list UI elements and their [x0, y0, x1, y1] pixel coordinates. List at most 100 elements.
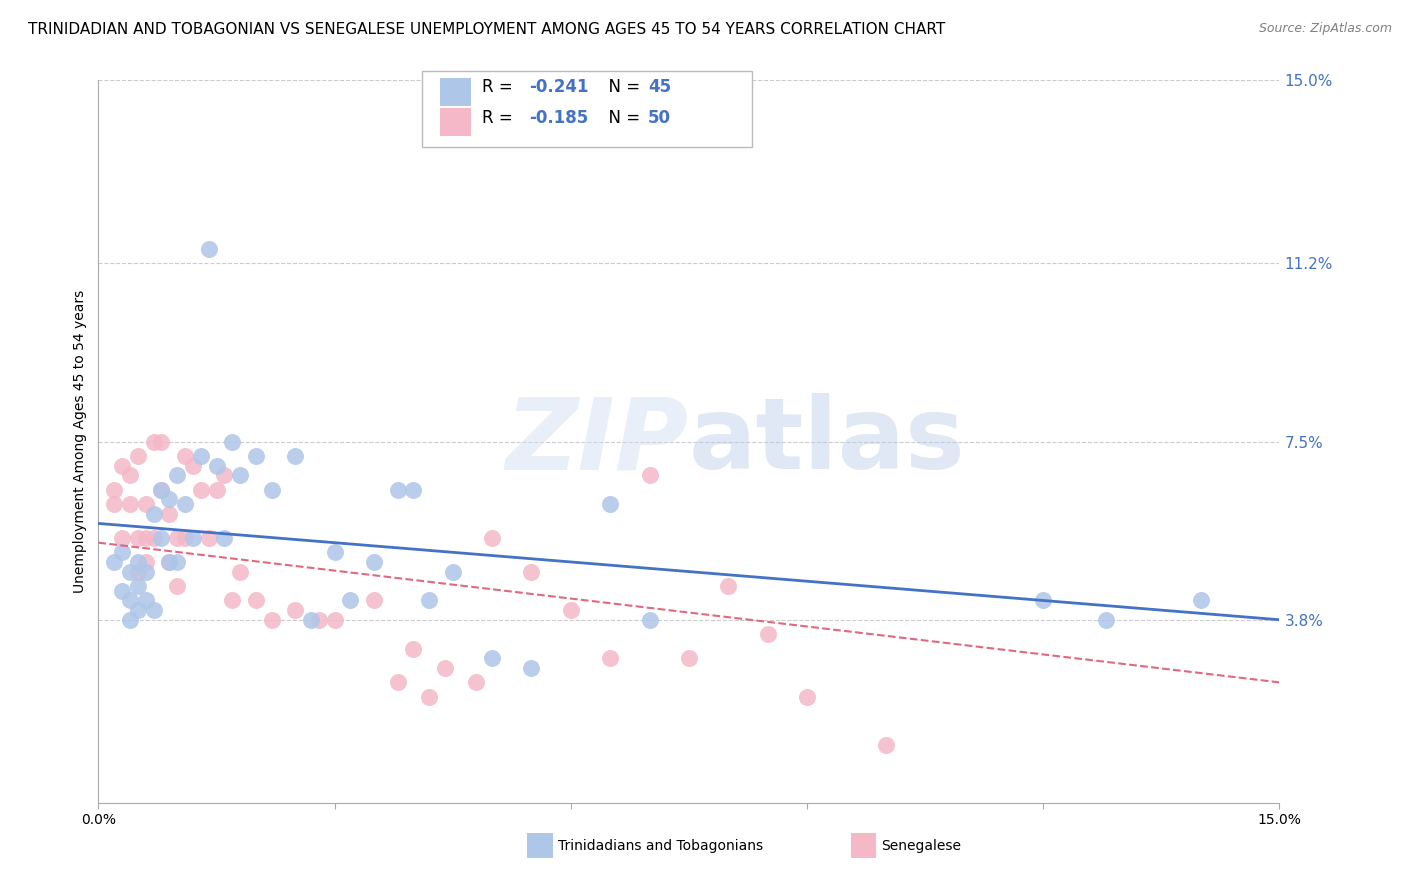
Point: [229, 468, 252, 483]
Point: [118, 468, 141, 483]
Y-axis label: Unemployment Among Ages 45 to 54 years: Unemployment Among Ages 45 to 54 years: [73, 290, 87, 593]
Point: [157, 492, 180, 507]
Point: [111, 583, 134, 598]
Point: [197, 242, 219, 256]
Point: [387, 483, 409, 497]
Point: [103, 483, 125, 497]
Point: [135, 565, 157, 579]
Point: [118, 593, 141, 607]
Point: [717, 579, 740, 593]
Point: [638, 613, 661, 627]
Point: [1095, 613, 1118, 627]
Point: [166, 579, 188, 593]
Point: [245, 593, 267, 607]
Point: [174, 497, 197, 511]
Point: [166, 555, 188, 569]
Point: [284, 603, 307, 617]
Point: [103, 497, 125, 511]
Point: [402, 483, 425, 497]
Point: [157, 555, 180, 569]
Point: [323, 613, 346, 627]
Point: [308, 613, 330, 627]
Point: [205, 483, 228, 497]
Point: [190, 449, 212, 463]
Point: [875, 738, 897, 752]
Point: [135, 593, 157, 607]
Point: [1032, 593, 1054, 607]
Point: [481, 651, 503, 665]
Point: [323, 545, 346, 559]
Point: [118, 565, 141, 579]
Text: Source: ZipAtlas.com: Source: ZipAtlas.com: [1258, 22, 1392, 36]
Point: [205, 458, 228, 473]
Point: [1189, 593, 1212, 607]
Point: [221, 434, 243, 449]
Point: [387, 675, 409, 690]
Text: Trinidadians and Tobagonians: Trinidadians and Tobagonians: [558, 838, 763, 853]
Text: TRINIDADIAN AND TOBAGONIAN VS SENEGALESE UNEMPLOYMENT AMONG AGES 45 TO 54 YEARS : TRINIDADIAN AND TOBAGONIAN VS SENEGALESE…: [28, 22, 945, 37]
Point: [221, 593, 243, 607]
Point: [363, 555, 385, 569]
Point: [118, 497, 141, 511]
Text: N =: N =: [598, 109, 645, 127]
Point: [363, 593, 385, 607]
Point: [465, 675, 488, 690]
Point: [756, 627, 779, 641]
Point: [118, 613, 141, 627]
Point: [599, 651, 621, 665]
Point: [181, 531, 204, 545]
Point: [560, 603, 582, 617]
Point: [127, 603, 149, 617]
Text: N =: N =: [598, 78, 645, 96]
Point: [142, 603, 165, 617]
Point: [284, 449, 307, 463]
Point: [157, 507, 180, 521]
Point: [214, 531, 236, 545]
Point: [481, 531, 503, 545]
Point: [111, 545, 134, 559]
Point: [127, 449, 149, 463]
Text: R =: R =: [482, 109, 519, 127]
Point: [678, 651, 700, 665]
Point: [150, 483, 173, 497]
Point: [166, 531, 188, 545]
Point: [127, 579, 149, 593]
Point: [260, 483, 283, 497]
Point: [418, 690, 440, 704]
Point: [150, 531, 173, 545]
Point: [520, 661, 543, 675]
Point: [150, 434, 173, 449]
Point: [127, 555, 149, 569]
Text: Senegalese: Senegalese: [882, 838, 962, 853]
Text: R =: R =: [482, 78, 519, 96]
Point: [214, 468, 236, 483]
Point: [638, 468, 661, 483]
Point: [174, 531, 197, 545]
Text: ZIP: ZIP: [506, 393, 689, 490]
Point: [190, 483, 212, 497]
Point: [111, 531, 134, 545]
Text: -0.241: -0.241: [529, 78, 588, 96]
Point: [181, 458, 204, 473]
Point: [339, 593, 361, 607]
Point: [142, 434, 165, 449]
Point: [142, 531, 165, 545]
Point: [433, 661, 456, 675]
Point: [135, 531, 157, 545]
Point: [142, 507, 165, 521]
Point: [229, 565, 252, 579]
Text: atlas: atlas: [689, 393, 966, 490]
Point: [135, 497, 157, 511]
Point: [135, 555, 157, 569]
Point: [796, 690, 818, 704]
Text: 45: 45: [648, 78, 671, 96]
Point: [103, 555, 125, 569]
Text: -0.185: -0.185: [529, 109, 588, 127]
Point: [245, 449, 267, 463]
Point: [520, 565, 543, 579]
Point: [127, 565, 149, 579]
Point: [157, 555, 180, 569]
Point: [197, 531, 219, 545]
Text: 50: 50: [648, 109, 671, 127]
Point: [599, 497, 621, 511]
